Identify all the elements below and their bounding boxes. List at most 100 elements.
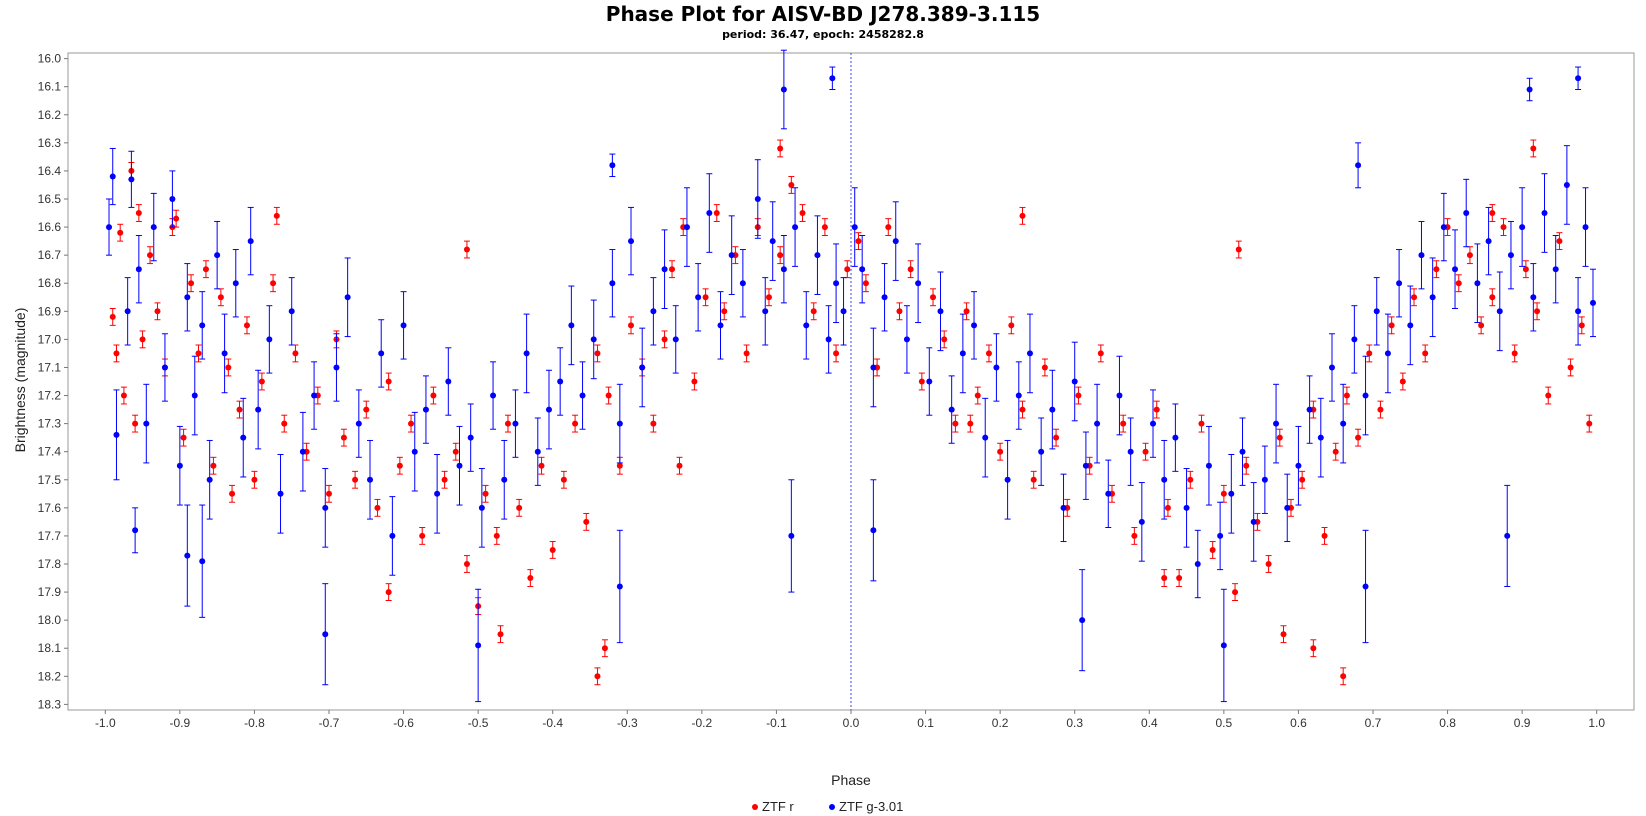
y-tick-label: 17.5	[38, 473, 62, 487]
data-point	[859, 266, 866, 273]
data-point	[1243, 462, 1250, 469]
data-point	[1161, 476, 1168, 483]
data-point	[1366, 350, 1373, 357]
data-point	[971, 322, 978, 329]
data-point	[810, 308, 817, 315]
data-point	[825, 336, 832, 343]
data-point	[870, 364, 877, 371]
data-point	[113, 350, 120, 357]
data-point	[1299, 476, 1306, 483]
data-point	[527, 575, 534, 582]
data-point	[572, 420, 579, 427]
data-point	[124, 308, 131, 315]
data-point	[150, 224, 157, 231]
data-point	[258, 378, 265, 385]
data-point	[605, 392, 612, 399]
y-tick-label: 16.9	[38, 304, 62, 318]
data-point	[1220, 490, 1227, 497]
y-tick-label: 18.1	[38, 641, 62, 655]
data-point	[143, 420, 150, 427]
data-point	[1205, 462, 1212, 469]
data-point	[139, 336, 146, 343]
data-point	[408, 420, 415, 427]
data-point	[322, 631, 329, 638]
series-ztf-g	[106, 49, 1596, 703]
data-point	[881, 294, 888, 301]
data-point	[967, 420, 974, 427]
data-point	[422, 406, 429, 413]
data-point	[844, 266, 851, 273]
data-point	[1019, 212, 1026, 219]
data-point	[106, 224, 113, 231]
data-point	[534, 448, 541, 455]
data-point	[1082, 462, 1089, 469]
data-point	[1507, 252, 1514, 259]
data-point	[993, 364, 1000, 371]
data-point	[997, 448, 1004, 455]
data-point	[1418, 252, 1425, 259]
data-point	[650, 420, 657, 427]
data-point	[1284, 504, 1291, 511]
data-point	[1142, 448, 1149, 455]
data-point	[941, 336, 948, 343]
data-point	[1440, 224, 1447, 231]
data-point	[780, 86, 787, 93]
data-point	[1575, 308, 1582, 315]
data-point	[691, 378, 698, 385]
data-point	[340, 434, 347, 441]
data-point	[396, 462, 403, 469]
data-point	[236, 406, 243, 413]
data-point	[1161, 575, 1168, 582]
x-tick-label: 0.5	[1216, 716, 1233, 730]
data-point	[918, 378, 925, 385]
data-point	[266, 336, 273, 343]
data-point	[180, 434, 187, 441]
data-point	[549, 546, 556, 553]
data-point	[229, 490, 236, 497]
data-point	[1373, 308, 1380, 315]
data-point	[355, 420, 362, 427]
data-point	[217, 294, 224, 301]
data-point	[829, 75, 836, 82]
data-point	[523, 350, 530, 357]
data-point	[1355, 162, 1362, 169]
data-point	[538, 462, 545, 469]
data-point	[1120, 420, 1127, 427]
data-point	[706, 210, 713, 217]
y-tick-label: 16.5	[38, 192, 62, 206]
data-point	[452, 448, 459, 455]
axes: -1.0 -0.9 -0.8 -0.7 -0.6 -0.5 -0.4 -0.3 -0.2 -0.1…	[38, 52, 1606, 730]
data-point	[1489, 294, 1496, 301]
data-point	[583, 518, 590, 525]
data-point	[419, 532, 426, 539]
data-point	[512, 420, 519, 427]
data-point	[1455, 280, 1462, 287]
data-point	[1522, 266, 1529, 273]
data-point	[545, 406, 552, 413]
x-tick-label: 0.0	[843, 716, 860, 730]
data-point	[445, 378, 452, 385]
data-point	[113, 431, 120, 438]
data-point	[1053, 434, 1060, 441]
data-point	[568, 322, 575, 329]
x-tick-label: 1.0	[1588, 716, 1605, 730]
data-point	[463, 246, 470, 253]
x-tick-label: -0.1	[766, 716, 787, 730]
data-point	[281, 420, 288, 427]
data-point	[367, 476, 374, 483]
data-point	[120, 392, 127, 399]
y-tick-label: 18.0	[38, 613, 62, 627]
data-point	[892, 238, 899, 245]
x-tick-label: -0.5	[468, 716, 489, 730]
data-point	[557, 378, 564, 385]
data-point	[128, 176, 135, 183]
data-point	[497, 631, 504, 638]
data-point	[1071, 378, 1078, 385]
x-tick-label: 0.9	[1514, 716, 1531, 730]
data-point	[1131, 532, 1138, 539]
data-point	[109, 173, 116, 180]
data-point	[478, 504, 485, 511]
data-point	[456, 462, 463, 469]
data-point	[311, 392, 318, 399]
data-point	[799, 210, 806, 217]
